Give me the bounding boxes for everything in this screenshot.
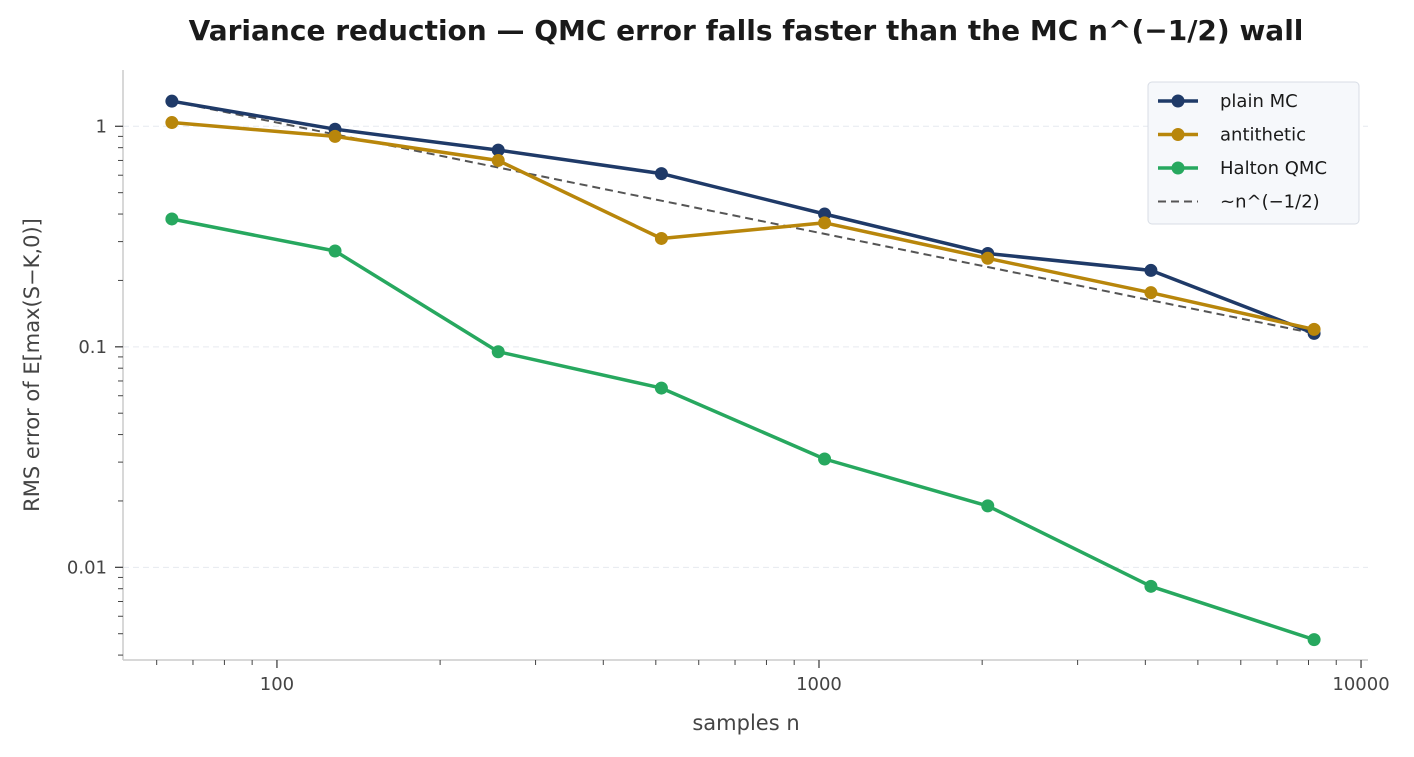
legend-item: plain MC [1158,91,1298,112]
data-point [981,251,995,265]
x-tick-label: 10000 [1332,674,1389,695]
data-point [491,143,505,157]
data-point [654,167,668,181]
x-axis-label: samples n [692,711,799,735]
series-2 [165,212,1321,647]
data-point [491,153,505,167]
legend-swatch-marker [1171,94,1185,108]
data-point [1307,322,1321,336]
y-tick-label: 1 [96,116,107,137]
data-point [818,216,832,230]
y-tick-label: 0.01 [67,557,107,578]
legend-item: ~n^(−1/2) [1158,192,1320,213]
y-axis-label: RMS error of E[max(S−K,0)] [20,218,44,512]
legend-item: Halton QMC [1158,158,1327,179]
legend-label: plain MC [1220,91,1298,112]
grid-layer [123,125,1368,568]
data-point [328,129,342,143]
data-point [328,244,342,258]
axes-layer: 100 1000 10000 1 0.1 0.01 [67,70,1390,695]
legend-layer: plain MC antithetic Halton QMC ~n^(−1/2) [1147,81,1360,225]
data-point [165,212,179,226]
series-1 [165,116,1321,336]
legend-label: ~n^(−1/2) [1220,192,1320,213]
legend-label: antithetic [1220,125,1306,146]
data-point [491,345,505,359]
data-point [1144,286,1158,300]
data-point [1307,633,1321,647]
data-point [981,499,995,513]
data-point [1144,263,1158,277]
series-line [171,99,1315,336]
chart-title: Variance reduction — QMC error falls fas… [188,14,1304,47]
x-tick-label: 100 [260,674,294,695]
x-tick-label: 1000 [796,674,842,695]
data-point [818,452,832,466]
series-0 [165,94,1321,340]
series-line [171,120,1315,332]
data-point [654,381,668,395]
data-point [654,231,668,245]
legend-item: antithetic [1158,125,1306,146]
series-line [171,217,1315,642]
legend-label: Halton QMC [1220,158,1327,179]
data-point [165,116,179,130]
data-point [165,94,179,108]
data-point [1144,579,1158,593]
legend-box [1147,81,1360,225]
legend-swatch-marker [1171,161,1185,175]
legend-swatch-marker [1171,128,1185,141]
y-tick-label: 0.1 [78,337,107,358]
series-layer [165,94,1321,647]
